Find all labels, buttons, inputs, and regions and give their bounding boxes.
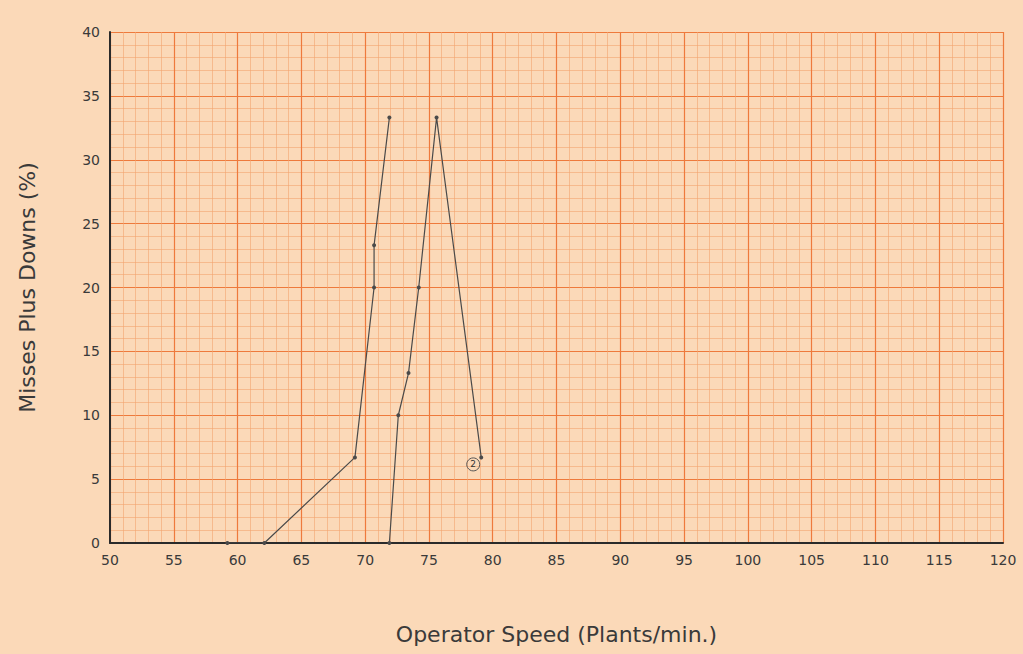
svg-text:30: 30: [82, 152, 100, 168]
svg-text:75: 75: [420, 552, 438, 568]
svg-text:Misses Plus Downs (%): Misses Plus Downs (%): [15, 162, 40, 413]
svg-text:Operator Speed (Plants/min.): Operator Speed (Plants/min.): [396, 622, 717, 647]
svg-text:85: 85: [548, 552, 566, 568]
svg-text:115: 115: [926, 552, 953, 568]
svg-text:55: 55: [165, 552, 183, 568]
svg-text:50: 50: [101, 552, 119, 568]
svg-text:10: 10: [82, 407, 100, 423]
svg-text:95: 95: [675, 552, 693, 568]
svg-text:35: 35: [82, 88, 100, 104]
svg-text:70: 70: [356, 552, 374, 568]
svg-text:5: 5: [91, 471, 100, 487]
svg-text:90: 90: [611, 552, 629, 568]
svg-text:2: 2: [470, 459, 476, 469]
svg-text:25: 25: [82, 216, 100, 232]
svg-text:15: 15: [82, 343, 100, 359]
svg-text:100: 100: [734, 552, 761, 568]
svg-text:105: 105: [798, 552, 825, 568]
svg-text:65: 65: [292, 552, 310, 568]
svg-text:0: 0: [91, 535, 100, 551]
svg-text:60: 60: [229, 552, 247, 568]
svg-text:20: 20: [82, 280, 100, 296]
svg-text:110: 110: [862, 552, 889, 568]
svg-text:120: 120: [990, 552, 1017, 568]
svg-text:40: 40: [82, 24, 100, 40]
svg-text:80: 80: [484, 552, 502, 568]
